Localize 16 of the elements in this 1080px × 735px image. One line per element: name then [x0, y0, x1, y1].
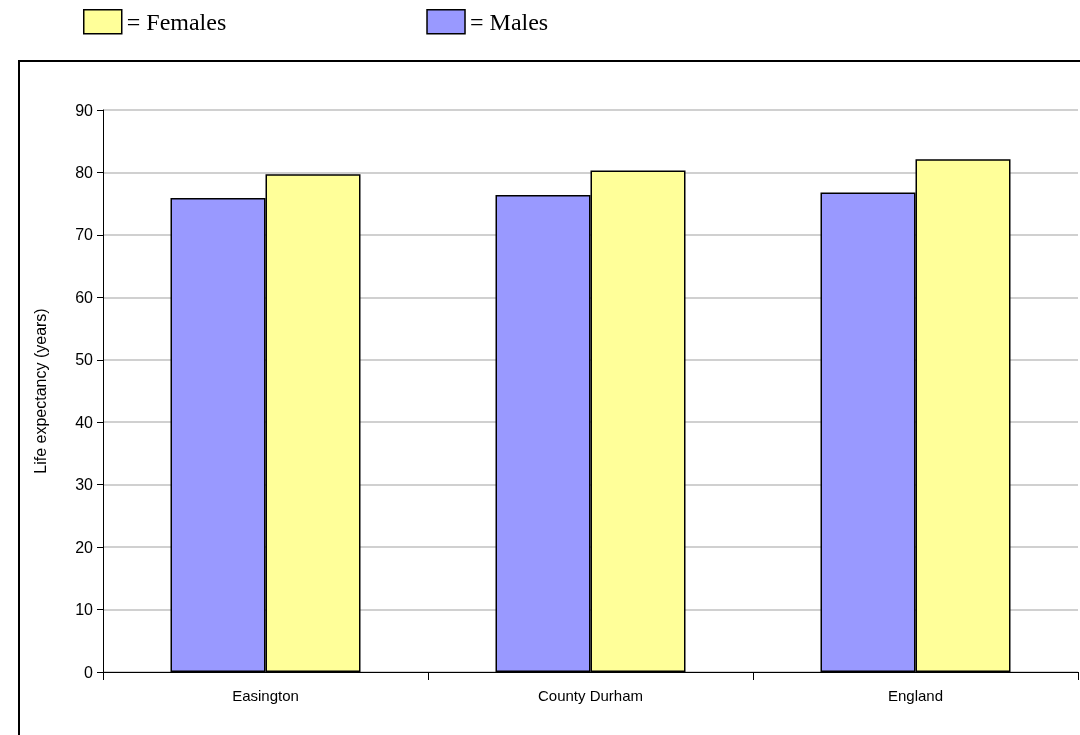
x-tick-label: Easington	[232, 687, 299, 704]
y-tick-label: 50	[75, 351, 94, 369]
x-tick-label: England	[887, 687, 944, 704]
y-tick-label: 10	[75, 601, 94, 619]
y-tick-label: 60	[75, 288, 94, 306]
x-tick-label: County Durham	[537, 687, 644, 704]
y-tick-label: 90	[75, 101, 94, 119]
y-tick-label: 40	[75, 413, 94, 431]
y-tick-label: 30	[75, 476, 94, 494]
legend-label: = Females	[126, 8, 227, 35]
y-tick-label: 70	[75, 226, 94, 244]
y-tick-label: 80	[75, 163, 94, 181]
y-axis-title: Life expectancy (years)	[31, 308, 49, 474]
y-tick-label: 0	[84, 663, 94, 681]
y-tick-label: 20	[75, 538, 94, 556]
legend-label: = Males	[470, 8, 549, 35]
